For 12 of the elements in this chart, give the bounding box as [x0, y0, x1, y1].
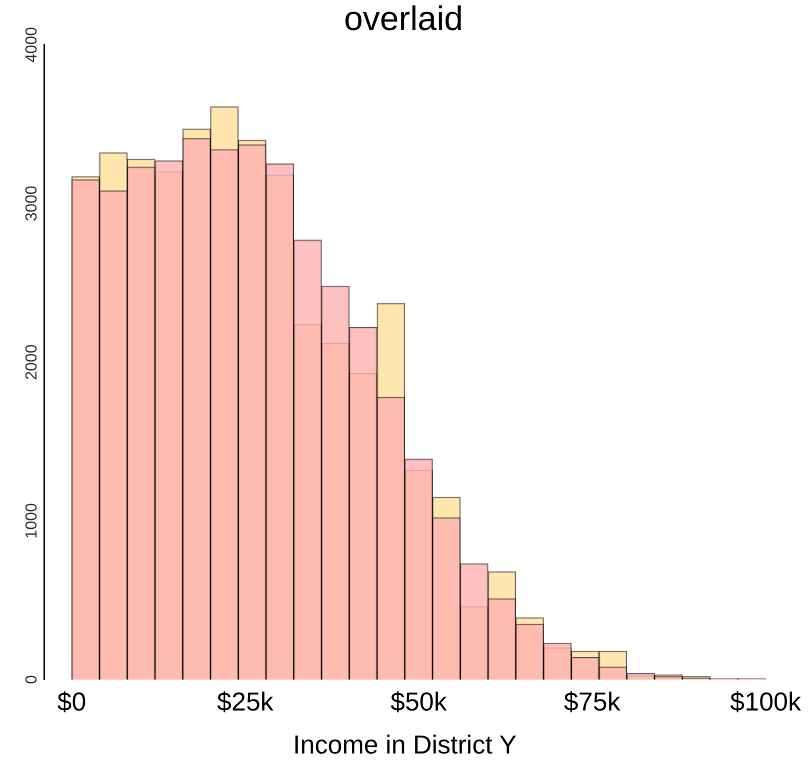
chart-title: overlaid — [344, 0, 464, 38]
x-tick-label: $25k — [217, 686, 274, 716]
x-tick-label: $100k — [730, 686, 802, 716]
y-tick-label: 4000 — [23, 26, 40, 63]
y-tick-label: 2000 — [23, 344, 40, 380]
y-tick-label: 0 — [23, 675, 40, 684]
x-tick-label: $50k — [390, 686, 448, 716]
y-tick-label: 1000 — [23, 503, 40, 539]
y-tick-label: 3000 — [23, 186, 40, 222]
x-tick-label: $75k — [564, 686, 622, 716]
x-axis-title: Income in District Y — [293, 730, 517, 760]
x-tick-label: $0 — [57, 686, 86, 716]
